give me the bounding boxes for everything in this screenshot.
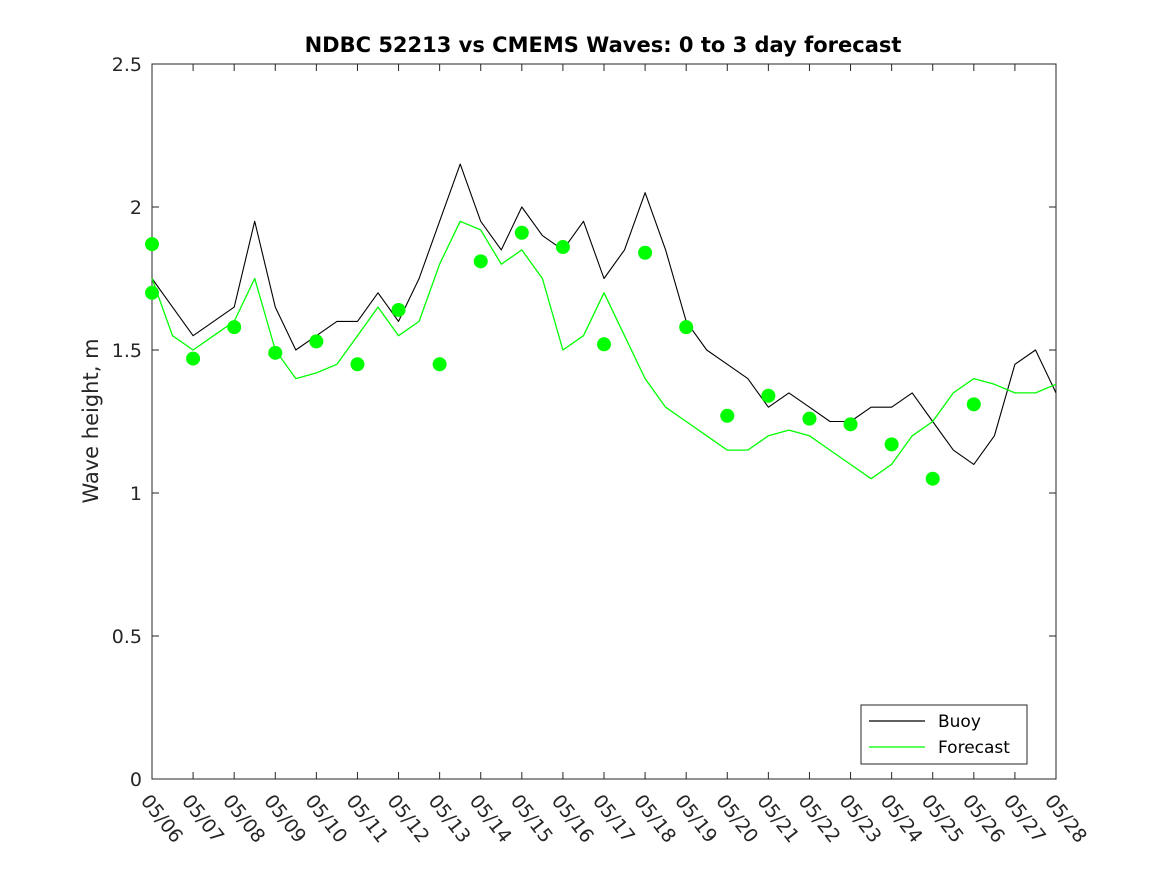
forecast-marker (884, 437, 899, 452)
forecast-marker (145, 285, 159, 300)
x-tick-label: 05/13 (424, 791, 475, 848)
forecast-marker (966, 397, 981, 412)
forecast-markers (145, 225, 981, 486)
series-layer (151, 163, 1057, 480)
x-tick-label: 05/23 (835, 791, 886, 848)
y-tick-label: 2.5 (112, 54, 142, 76)
y-tick-label: 1.5 (112, 340, 142, 362)
legend: Buoy Forecast (860, 704, 1028, 765)
x-tick-label: 05/07 (177, 791, 228, 848)
forecast-marker (638, 245, 653, 260)
y-tick-label: 2 (130, 197, 142, 219)
x-tick-label: 05/22 (794, 791, 845, 848)
legend-forecast-label: Forecast (938, 738, 1010, 758)
forecast-marker (679, 320, 694, 335)
series-line-buoy (151, 163, 1057, 465)
forecast-marker (597, 337, 611, 352)
x-tick-label: 05/15 (506, 791, 557, 848)
x-tick-label: 05/06 (136, 791, 187, 848)
forecast-marker (473, 254, 488, 269)
x-tick-label: 05/25 (917, 791, 968, 848)
forecast-marker (145, 237, 159, 252)
x-tick-label: 05/11 (342, 791, 393, 848)
forecast-marker (309, 334, 324, 349)
forecast-marker (186, 351, 201, 366)
x-tick-label: 05/24 (876, 791, 927, 848)
forecast-marker (720, 408, 735, 423)
x-tick-label: 05/21 (752, 791, 803, 848)
x-tick-label: 05/18 (629, 791, 680, 848)
x-tick-label: 05/17 (588, 791, 639, 848)
x-tick-label: 05/20 (711, 791, 762, 848)
x-tick-label: 05/12 (383, 791, 434, 848)
forecast-marker (514, 225, 529, 240)
chart-title: NDBC 52213 vs CMEMS Waves: 0 to 3 day fo… (305, 33, 902, 57)
x-tick-label: 05/28 (1040, 791, 1091, 848)
forecast-marker (268, 345, 283, 360)
forecast-marker (432, 357, 447, 372)
y-tick-label: 0.5 (112, 626, 142, 648)
y-tick-label: 1 (130, 483, 142, 505)
legend-buoy-label: Buoy (938, 712, 981, 732)
forecast-marker (761, 388, 776, 403)
forecast-marker (802, 411, 817, 426)
x-tick-label: 05/19 (670, 791, 721, 848)
x-tick-label: 05/26 (958, 791, 1009, 848)
forecast-marker (843, 417, 858, 432)
series-line-forecast (151, 220, 1057, 480)
plot-area (151, 63, 1057, 780)
y-axis-label: Wave height, m (79, 338, 103, 503)
x-tick-label: 05/09 (259, 791, 310, 848)
y-axis: 0 0.5 1 1.5 2 2.5 (112, 54, 1056, 791)
x-tick-label: 05/16 (547, 791, 598, 848)
forecast-marker (925, 471, 940, 486)
x-tick-label: 05/10 (300, 791, 351, 848)
forecast-marker (350, 357, 365, 372)
legend-box (860, 704, 1028, 765)
x-tick-label: 05/14 (465, 791, 516, 848)
x-tick-label: 05/08 (218, 791, 269, 848)
forecast-marker (227, 320, 242, 335)
y-tick-label: 0 (130, 769, 142, 791)
forecast-marker (391, 302, 406, 317)
forecast-marker (555, 240, 570, 255)
x-tick-label: 05/27 (999, 791, 1050, 848)
